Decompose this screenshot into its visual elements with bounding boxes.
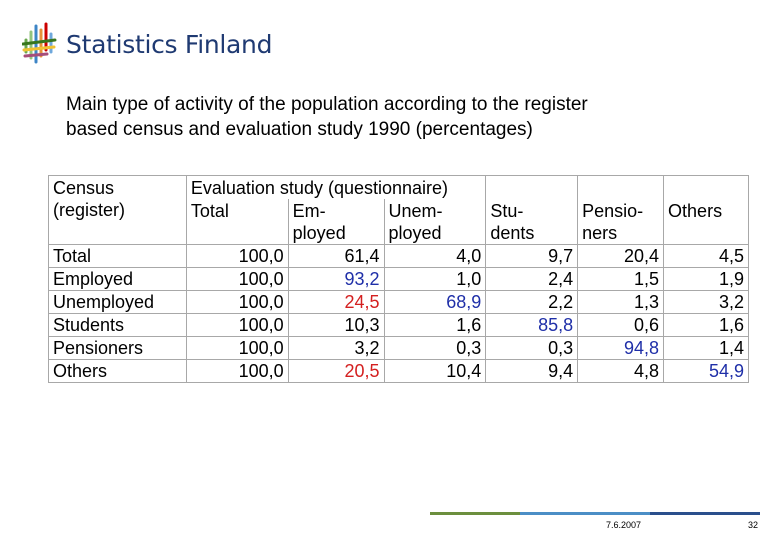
column-header-line: Unem-: [388, 201, 443, 221]
table-cell: 3,2: [663, 290, 749, 314]
table-cell: 9,4: [485, 359, 579, 383]
slide-title: Main type of activity of the population …: [66, 92, 706, 142]
page-number: 32: [748, 520, 759, 530]
column-header-line: ployed: [388, 223, 442, 243]
table-cell: 1,5: [577, 267, 665, 291]
footer-rule-green: [430, 512, 520, 515]
table-cell: 3,2: [287, 336, 385, 360]
column-header-line: Em-: [292, 201, 326, 221]
table-row: Pensioners 100,0 3,2 0,3 0,3 94,8 1,4: [48, 336, 749, 360]
table-cell: 9,7: [485, 244, 579, 268]
column-header-line: Pensio-: [582, 201, 644, 221]
table-cell: 94,8: [577, 336, 665, 360]
table-cell: 24,5: [287, 290, 385, 314]
corner-header-line-2: (register): [53, 200, 126, 220]
title-line-2: based census and evaluation study 1990 (…: [66, 119, 533, 140]
table-cell: 0,3: [485, 336, 579, 360]
column-header-line: dents: [490, 223, 535, 243]
table-cell: 0,6: [577, 313, 665, 337]
table-cell: 20,5: [287, 359, 385, 383]
column-header-line: ners: [582, 223, 618, 243]
table-row: Total 100,0 61,4 4,0 9,7 20,4 4,5: [48, 244, 749, 268]
column-header-cell: Pensio-ners: [577, 199, 665, 245]
column-header-cell: Em-ployed: [287, 199, 385, 245]
table-cell: 100,0: [185, 313, 289, 337]
table-cell: 93,2: [287, 267, 385, 291]
table-row: Unemployed 100,0 24,5 68,9 2,2 1,3 3,2: [48, 290, 749, 314]
table-cell: 0,3: [383, 336, 487, 360]
table-cell: 2,2: [485, 290, 579, 314]
table-cell: 68,9: [383, 290, 487, 314]
table-cell: 100,0: [185, 359, 289, 383]
table-cell: 1,9: [663, 267, 749, 291]
table-cell: 100,0: [185, 290, 289, 314]
table-cell: 1,6: [663, 313, 749, 337]
column-header-line: Total: [190, 201, 229, 221]
group-header-blank: [663, 175, 749, 199]
column-header-line: Others: [668, 201, 723, 221]
column-header-cell: Others: [663, 199, 749, 245]
group-header-blank: [485, 175, 579, 199]
logo-text: Statistics Finland: [66, 29, 273, 59]
row-label: Unemployed: [48, 290, 187, 314]
table-cell: 61,4: [287, 244, 385, 268]
column-header-line: [668, 222, 744, 244]
corner-header-line-1: Census: [53, 178, 115, 198]
table-row: Students 100,0 10,3 1,6 85,8 0,6 1,6: [48, 313, 749, 337]
table-cell: 100,0: [185, 267, 289, 291]
column-header-cell: Unem-ployed: [383, 199, 487, 245]
table-cell: 100,0: [185, 244, 289, 268]
row-label: Total: [48, 244, 187, 268]
group-header-blank: [577, 175, 665, 199]
row-label: Employed: [48, 267, 187, 291]
table-row: Employed 100,0 93,2 1,0 2,4 1,5 1,9: [48, 267, 749, 291]
column-header-cell: Stu-dents: [485, 199, 579, 245]
table-cell: 100,0: [185, 336, 289, 360]
footer-rule-dark-blue: [650, 512, 760, 515]
table-cell: 1,4: [663, 336, 749, 360]
row-label: Others: [48, 359, 187, 383]
corner-header-cell: Census (register): [48, 175, 187, 245]
table-cell: 54,9: [663, 359, 749, 383]
table-cell: 10,3: [287, 313, 385, 337]
table-cell: 1,3: [577, 290, 665, 314]
footer-date: 7.6.2007: [606, 520, 642, 530]
table-cell: 20,4: [577, 244, 665, 268]
column-header-line: ployed: [292, 223, 346, 243]
table-cell: 4,8: [577, 359, 665, 383]
group-header: Evaluation study (questionnaire): [190, 178, 449, 198]
statistics-finland-logo: Statistics Finland: [22, 22, 272, 66]
column-header-cell: Total: [185, 199, 289, 245]
table-cell: 1,6: [383, 313, 487, 337]
column-header-line: Stu-: [490, 201, 524, 221]
table-cell: 2,4: [485, 267, 579, 291]
row-label: Pensioners: [48, 336, 187, 360]
table-cell: 4,5: [663, 244, 749, 268]
footer-rule-light-blue: [520, 512, 650, 515]
table-cell: 85,8: [485, 313, 579, 337]
title-line-1: Main type of activity of the population …: [66, 94, 588, 115]
table-cell: 10,4: [383, 359, 487, 383]
table-cell: 4,0: [383, 244, 487, 268]
table-row: Others 100,0 20,5 10,4 9,4 4,8 54,9: [48, 359, 749, 383]
activity-table: Census (register) Evaluation study (ques…: [48, 175, 749, 383]
column-header-line: [191, 222, 284, 244]
statistics-finland-logo-icon: [22, 22, 57, 64]
group-header-cell: Evaluation study (questionnaire): [185, 175, 487, 199]
row-label: Students: [48, 313, 187, 337]
table-cell: 1,0: [383, 267, 487, 291]
